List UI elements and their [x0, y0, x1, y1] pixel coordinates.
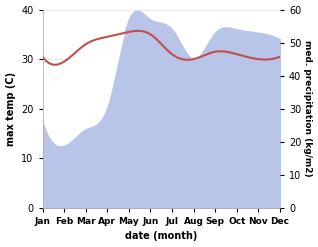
- Y-axis label: max temp (C): max temp (C): [5, 72, 16, 146]
- X-axis label: date (month): date (month): [125, 231, 197, 242]
- Y-axis label: med. precipitation (kg/m2): med. precipitation (kg/m2): [303, 41, 313, 177]
